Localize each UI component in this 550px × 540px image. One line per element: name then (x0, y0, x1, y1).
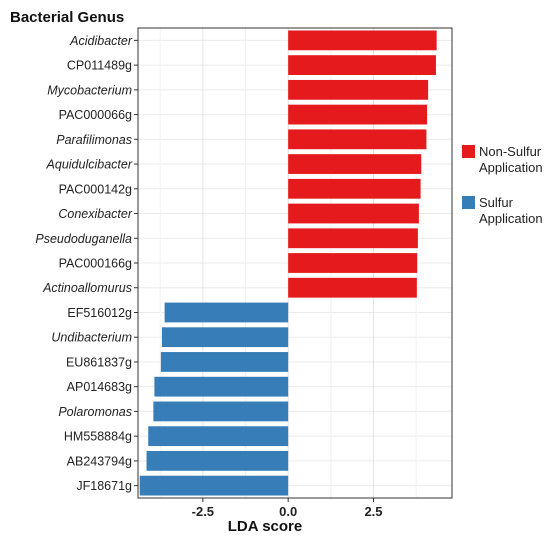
bar-actinoallomurus (288, 277, 417, 298)
bar-ap014683g (154, 376, 289, 397)
category-label: AB243794g (67, 454, 132, 468)
category-label: CP011489g (67, 59, 132, 73)
category-label: Conexibacter (58, 207, 132, 221)
bar-pac000166g (288, 253, 418, 273)
category-label: Aquidulcibacter (46, 158, 133, 172)
x-axis-label: LDA score (228, 518, 302, 535)
bar-aquidulcibacter (288, 154, 422, 174)
category-label: Parafilimonas (56, 133, 132, 147)
legend-label-line2: Application (479, 160, 543, 175)
legend-label: Sulfur (479, 195, 514, 210)
bar-ab243794g (146, 451, 289, 471)
x-tick-label: -2.5 (192, 504, 214, 519)
bar-ef516012g (164, 302, 289, 323)
category-label: HM558884g (64, 430, 132, 444)
legend-swatch (462, 196, 475, 209)
chart-title: Bacterial Genus (10, 9, 124, 26)
category-label: PAC000142g (59, 182, 132, 196)
category-label: EF516012g (67, 306, 132, 320)
x-axis-ticks: -2.5 0.0 2.5 (192, 498, 383, 519)
bar-jf18671g (139, 475, 289, 496)
category-label: Acidibacter (69, 34, 133, 48)
bar-acidibacter (288, 30, 437, 51)
category-label: Undibacterium (51, 331, 132, 345)
category-label: Polaromonas (58, 405, 132, 419)
category-label: Pseudoduganella (35, 232, 132, 246)
bar-conexibacter (288, 203, 419, 224)
bar-pseudoduganella (288, 228, 418, 249)
bar-layer (139, 30, 437, 496)
bar-eu861837g (160, 352, 289, 372)
bar-cp011489g (288, 55, 436, 75)
bar-mycobacterium (288, 79, 429, 100)
bar-polaromonas (153, 401, 289, 422)
category-label: JF18671g (76, 479, 132, 493)
category-label: Actinoallomurus (42, 281, 132, 295)
legend-swatch (462, 145, 475, 158)
category-label: EU861837g (66, 355, 132, 369)
category-label: PAC000066g (59, 108, 132, 122)
bar-pac000066g (288, 104, 428, 125)
bar-hm558884g (148, 426, 289, 447)
category-label: PAC000166g (59, 257, 132, 271)
bar-parafilimonas (288, 129, 427, 150)
legend-label: Non-Sulfur (479, 144, 542, 159)
x-tick-label: 2.5 (364, 504, 382, 519)
bar-pac000142g (288, 178, 421, 199)
category-labels: Acidibacter CP011489g Mycobacterium PAC0000… (35, 34, 138, 493)
x-tick-label: 0.0 (279, 504, 297, 519)
plot-frame (137, 27, 453, 499)
category-label: Mycobacterium (47, 83, 132, 97)
category-label: AP014683g (67, 380, 132, 394)
bar-undibacterium (161, 327, 289, 348)
legend-label-line2: Application (479, 211, 543, 226)
